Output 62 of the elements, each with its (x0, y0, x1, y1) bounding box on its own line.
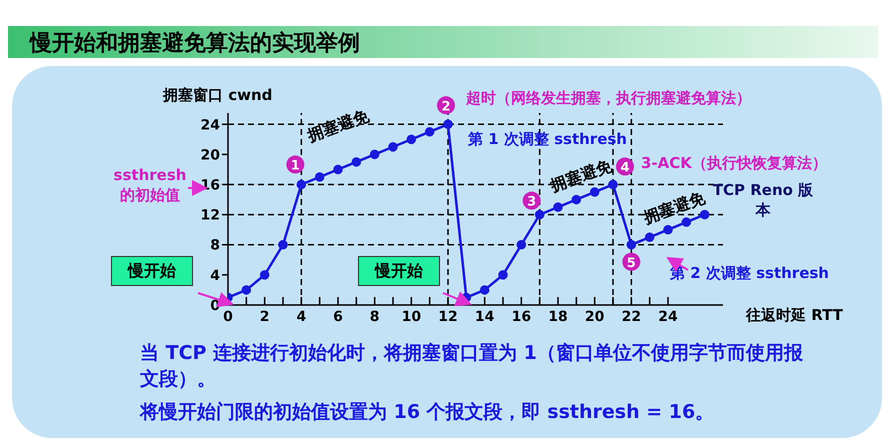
y-tick-label: 24 (200, 117, 220, 134)
x-tick-label: 22 (622, 308, 642, 325)
x-tick-label: 2 (260, 308, 270, 325)
point (296, 180, 306, 190)
y-axis-title: 拥塞窗口 cwnd (163, 86, 272, 105)
y-tick-label: 20 (200, 147, 220, 164)
text: 超时（网络发生拥塞，执行拥塞避免算法） (466, 88, 751, 108)
annotation: 5 (626, 256, 636, 271)
annotation: 3-ACK（执行快恢复算法） (641, 153, 827, 174)
point (242, 285, 252, 295)
point (424, 127, 434, 137)
x-tick-label: 10 (402, 308, 422, 325)
point (700, 210, 710, 220)
point (480, 285, 490, 295)
x-tick-label: 18 (548, 308, 568, 325)
x-tick-label: 16 (512, 308, 532, 325)
text: 当 TCP 连接进行初始化时，将拥塞窗口置为 1（窗口单位不使用字节而使用报文段）。 (140, 341, 804, 392)
annotation: 2 (441, 99, 451, 114)
x-tick-label: 20 (584, 308, 605, 325)
point (534, 210, 544, 220)
x-tick-label: 14 (474, 308, 495, 325)
text: 慢开始 (111, 256, 193, 286)
point (608, 180, 618, 190)
annotation: TCP Reno 版本 (712, 180, 814, 220)
point (590, 187, 600, 197)
x-axis-title: 往返时延 RTT (746, 306, 843, 325)
annotation: 慢开始 (358, 256, 440, 286)
chart-title: 慢开始和拥塞避免算法的实现举例 (30, 30, 360, 58)
annotation: 3 (527, 194, 536, 210)
point (498, 270, 508, 280)
point (260, 270, 270, 280)
point (278, 240, 288, 250)
annotation: 第 1 次调整 ssthresh (468, 129, 627, 150)
text: 将慢开始门限的初始值设置为 16 个报文段，即 ssthresh = 16。 (140, 400, 716, 425)
point (663, 224, 673, 234)
point (626, 240, 636, 250)
annotation: 拥塞避免 (640, 186, 708, 229)
point (682, 217, 692, 227)
x-tick-label: 6 (333, 308, 343, 325)
point (388, 142, 398, 152)
x-tick-label: 24 (658, 308, 678, 325)
text: ssthresh 的初始值 (112, 165, 188, 206)
annotation: 1 (290, 158, 300, 174)
point (553, 202, 563, 212)
point (443, 120, 453, 130)
point (644, 232, 654, 242)
point (406, 134, 416, 144)
y-tick-label: 4 (210, 268, 220, 284)
x-tick-label: 12 (438, 308, 458, 325)
annotation: 拥塞避免 (547, 154, 615, 197)
point (352, 157, 362, 167)
point (572, 194, 582, 204)
point (370, 150, 380, 160)
point (333, 164, 343, 174)
y-tick-label: 12 (200, 208, 220, 224)
point (516, 240, 526, 250)
x-tick-label: 0 (223, 308, 234, 325)
x-tick-label: 4 (296, 308, 306, 325)
x-tick-label: 8 (370, 308, 380, 325)
annotation: 4 (620, 160, 630, 176)
y-tick-label: 8 (210, 238, 220, 254)
point (314, 172, 324, 182)
